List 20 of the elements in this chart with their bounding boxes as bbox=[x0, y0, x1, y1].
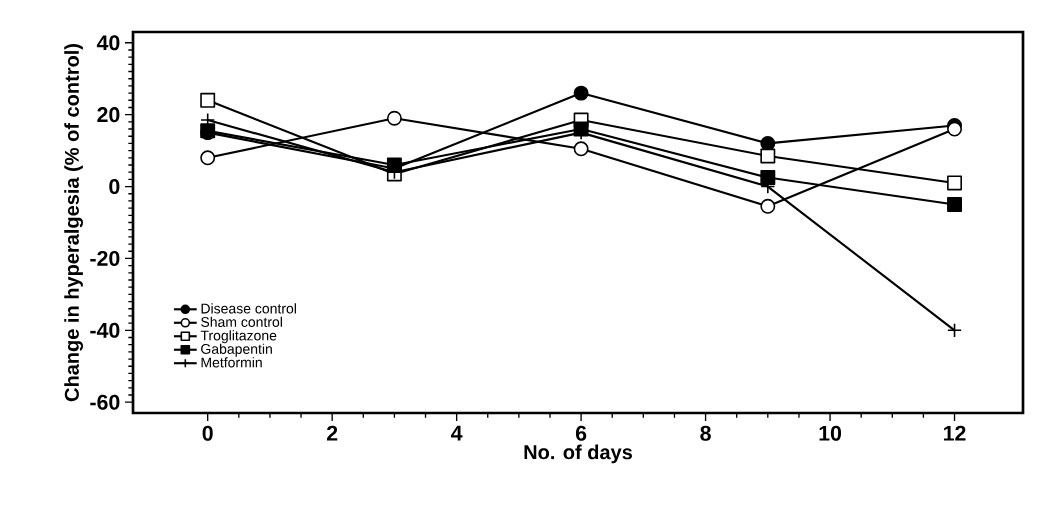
y-tick-label: -40 bbox=[90, 322, 120, 338]
legend-label: Sham control bbox=[201, 316, 282, 327]
x-tick-label: 8 bbox=[700, 425, 711, 441]
x-tick-label: 2 bbox=[326, 425, 338, 441]
x-axis-title: No. of days bbox=[524, 444, 632, 464]
x-tick-label: 12 bbox=[944, 425, 966, 441]
y-tick-label: 20 bbox=[97, 107, 120, 123]
x-tick-label: 4 bbox=[451, 425, 463, 441]
x-tick-label: 10 bbox=[819, 425, 842, 441]
legend-label: Disease control bbox=[201, 303, 296, 314]
y-axis-title: Change in hyperalgesia (% of control) bbox=[64, 44, 83, 402]
y-tick-label: 0 bbox=[109, 179, 120, 195]
y-tick-label: 40 bbox=[96, 35, 120, 51]
x-tick-label: 6 bbox=[575, 425, 587, 441]
legend-label: Metformin bbox=[201, 357, 262, 368]
legend-label: Troglitazone bbox=[200, 330, 277, 344]
legend-label: Gabapentin bbox=[201, 343, 272, 357]
y-tick-label: -20 bbox=[90, 250, 120, 266]
y-tick-label: -60 bbox=[90, 394, 120, 410]
x-tick-label: 0 bbox=[202, 425, 213, 441]
